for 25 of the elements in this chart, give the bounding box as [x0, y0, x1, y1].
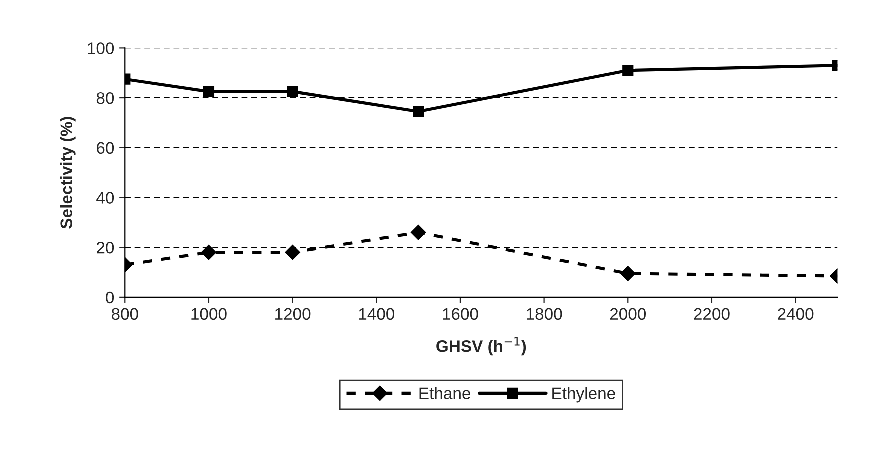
point	[203, 86, 215, 98]
x-tick-label: 1200	[276, 308, 311, 320]
y-tick-label: 100	[88, 42, 114, 54]
x-tick-label: 1800	[527, 308, 562, 320]
x-tick-label: 1400	[359, 308, 395, 320]
point	[287, 86, 298, 98]
x-tick-label: 800	[112, 308, 138, 320]
y-tick-label: 60	[97, 142, 114, 154]
point	[201, 245, 217, 260]
point	[412, 106, 424, 118]
x-tick-label: 2200	[694, 308, 730, 320]
x-axis-title: GHSV (h$^{−1}$)	[436, 337, 526, 356]
y-tick-label: 80	[96, 92, 114, 104]
x-tick-label: 2000	[610, 308, 646, 320]
legend-label: Ethylene	[552, 387, 616, 403]
y-tick-label: 40	[96, 192, 114, 204]
y-tick-label: 0	[106, 292, 114, 304]
y-tick-label: 20	[97, 242, 114, 254]
legend-label: Ethane	[420, 387, 471, 400]
x-tick-label: 1600	[443, 308, 478, 320]
x-tick-label: 2400	[778, 308, 814, 320]
point	[285, 245, 300, 260]
y-axis-title: Selectivity (%)	[60, 117, 76, 229]
point	[410, 225, 426, 240]
x-tick-label: 1000	[192, 308, 227, 320]
